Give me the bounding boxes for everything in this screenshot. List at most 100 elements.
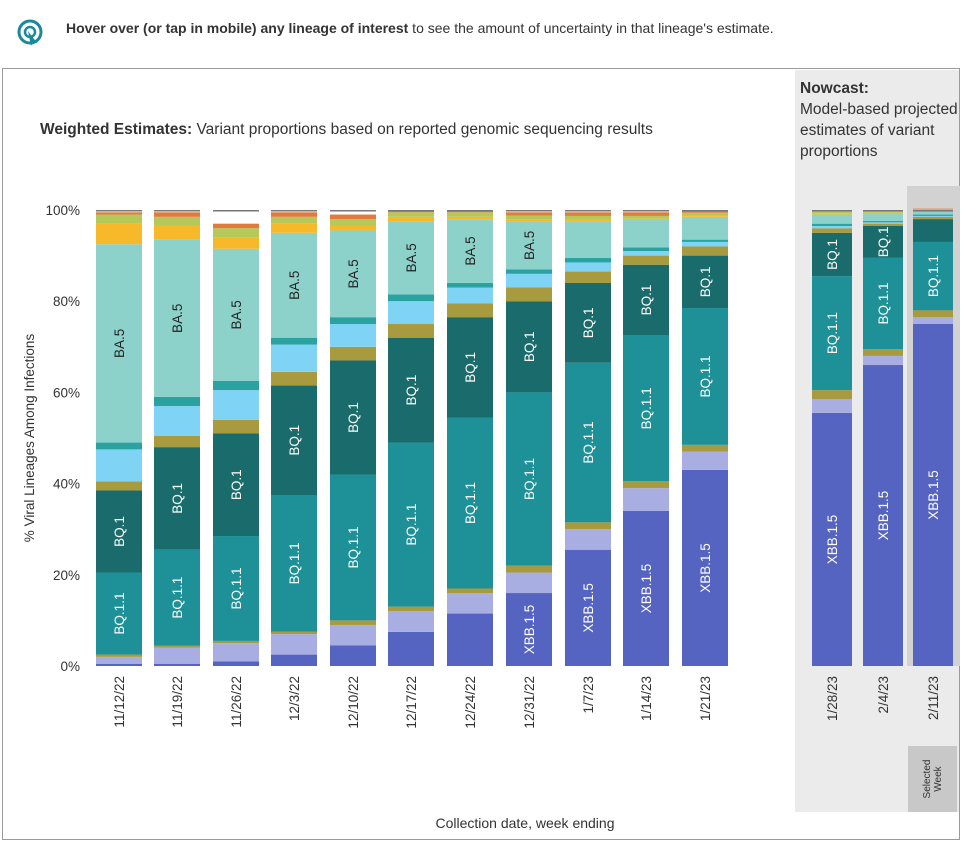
bar-segment[interactable]	[213, 433, 259, 537]
bar-segment[interactable]	[213, 643, 259, 662]
bar-segment[interactable]	[565, 212, 611, 216]
bar-segment[interactable]	[154, 216, 200, 226]
bar-segment[interactable]	[682, 216, 728, 240]
bar-segment[interactable]	[447, 287, 493, 304]
bar-segment[interactable]	[565, 221, 611, 258]
bar-segment[interactable]	[330, 214, 376, 220]
bar-segment[interactable]	[330, 225, 376, 231]
bar-segment[interactable]	[506, 392, 552, 566]
bar-segment[interactable]	[623, 247, 669, 252]
bar-segment[interactable]	[213, 390, 259, 420]
bar-segment[interactable]	[154, 212, 200, 217]
bar-segment[interactable]	[623, 255, 669, 265]
bar-segment[interactable]	[330, 474, 376, 621]
bar-segment[interactable]	[913, 241, 953, 311]
bar-segment[interactable]	[388, 442, 434, 607]
bar-segment[interactable]	[623, 335, 669, 482]
bar-segment[interactable]	[388, 301, 434, 324]
bar-segment[interactable]	[506, 593, 552, 666]
bar-segment[interactable]	[623, 481, 669, 489]
bar-segment[interactable]	[682, 308, 728, 445]
bar-segment[interactable]	[388, 212, 434, 217]
bar-segment[interactable]	[388, 606, 434, 612]
bar-segment[interactable]	[623, 488, 669, 511]
bar-segment[interactable]	[271, 634, 317, 655]
bar-segment[interactable]	[447, 588, 493, 594]
bar-segment[interactable]	[812, 390, 852, 400]
bar-segment[interactable]	[863, 349, 903, 356]
bar-segment[interactable]	[682, 246, 728, 256]
bar-segment[interactable]	[271, 232, 317, 338]
bar-segment[interactable]	[271, 385, 317, 495]
bar-segment[interactable]	[388, 611, 434, 632]
bar-segment[interactable]	[96, 442, 142, 450]
bar-segment[interactable]	[330, 624, 376, 646]
bar-segment[interactable]	[447, 282, 493, 288]
bar-segment[interactable]	[154, 435, 200, 448]
bar-segment[interactable]	[96, 244, 142, 443]
bar-segment[interactable]	[96, 663, 142, 666]
bar-segment[interactable]	[623, 220, 669, 248]
bar-segment[interactable]	[565, 219, 611, 222]
bar-segment[interactable]	[812, 276, 852, 391]
bar-segment[interactable]	[271, 223, 317, 233]
bar-segment[interactable]	[913, 214, 953, 216]
bar-segment[interactable]	[96, 214, 142, 224]
bar-segment[interactable]	[913, 210, 953, 215]
bar-segment[interactable]	[913, 215, 953, 217]
bar-segment[interactable]	[330, 620, 376, 625]
bar-segment[interactable]	[213, 223, 259, 229]
bar-segment[interactable]	[96, 481, 142, 491]
bar-segment[interactable]	[154, 239, 200, 397]
bar-segment[interactable]	[682, 212, 728, 216]
bar-segment[interactable]	[271, 631, 317, 635]
bar-segment[interactable]	[913, 216, 953, 220]
bar-segment[interactable]	[812, 228, 852, 233]
bar-segment[interactable]	[565, 529, 611, 550]
bar-segment[interactable]	[623, 218, 669, 221]
bar-segment[interactable]	[388, 221, 434, 295]
bar-segment[interactable]	[96, 490, 142, 573]
bar-segment[interactable]	[271, 344, 317, 372]
bar-segment[interactable]	[213, 248, 259, 381]
bar-segment[interactable]	[213, 381, 259, 391]
bar-segment[interactable]	[506, 215, 552, 220]
bar-segment[interactable]	[96, 572, 142, 655]
bar-segment[interactable]	[154, 447, 200, 550]
bar-segment[interactable]	[623, 251, 669, 256]
bar-segment[interactable]	[330, 219, 376, 226]
bar-segment[interactable]	[506, 212, 552, 216]
bar-segment[interactable]	[330, 645, 376, 666]
bar-segment[interactable]	[682, 241, 728, 247]
bar-segment[interactable]	[682, 451, 728, 470]
bar-segment[interactable]	[447, 212, 493, 217]
bar-segment[interactable]	[271, 371, 317, 386]
bar-segment[interactable]	[682, 444, 728, 452]
bar-segment[interactable]	[506, 565, 552, 573]
bar-segment[interactable]	[154, 663, 200, 666]
bar-segment[interactable]	[154, 406, 200, 436]
bar-segment[interactable]	[388, 631, 434, 666]
bar-segment[interactable]	[913, 310, 953, 318]
bar-segment[interactable]	[812, 225, 852, 229]
bar-segment[interactable]	[447, 216, 493, 220]
bar-segment[interactable]	[812, 211, 852, 214]
bar-segment[interactable]	[913, 317, 953, 324]
bar-segment[interactable]	[271, 337, 317, 345]
bar-segment[interactable]	[812, 213, 852, 215]
bar-segment[interactable]	[812, 399, 852, 413]
bar-segment[interactable]	[330, 317, 376, 324]
bar-segment[interactable]	[565, 522, 611, 530]
bar-segment[interactable]	[913, 219, 953, 242]
bar-segment[interactable]	[863, 355, 903, 366]
bar-segment[interactable]	[154, 645, 200, 648]
bar-segment[interactable]	[623, 510, 669, 666]
bar-segment[interactable]	[682, 255, 728, 309]
bar-segment[interactable]	[812, 232, 852, 277]
bar-segment[interactable]	[565, 257, 611, 263]
bar-segment[interactable]	[213, 536, 259, 641]
bar-segment[interactable]	[330, 360, 376, 475]
bar-segment[interactable]	[863, 257, 903, 350]
bar-segment[interactable]	[913, 209, 953, 210]
bar-segment[interactable]	[863, 222, 903, 224]
